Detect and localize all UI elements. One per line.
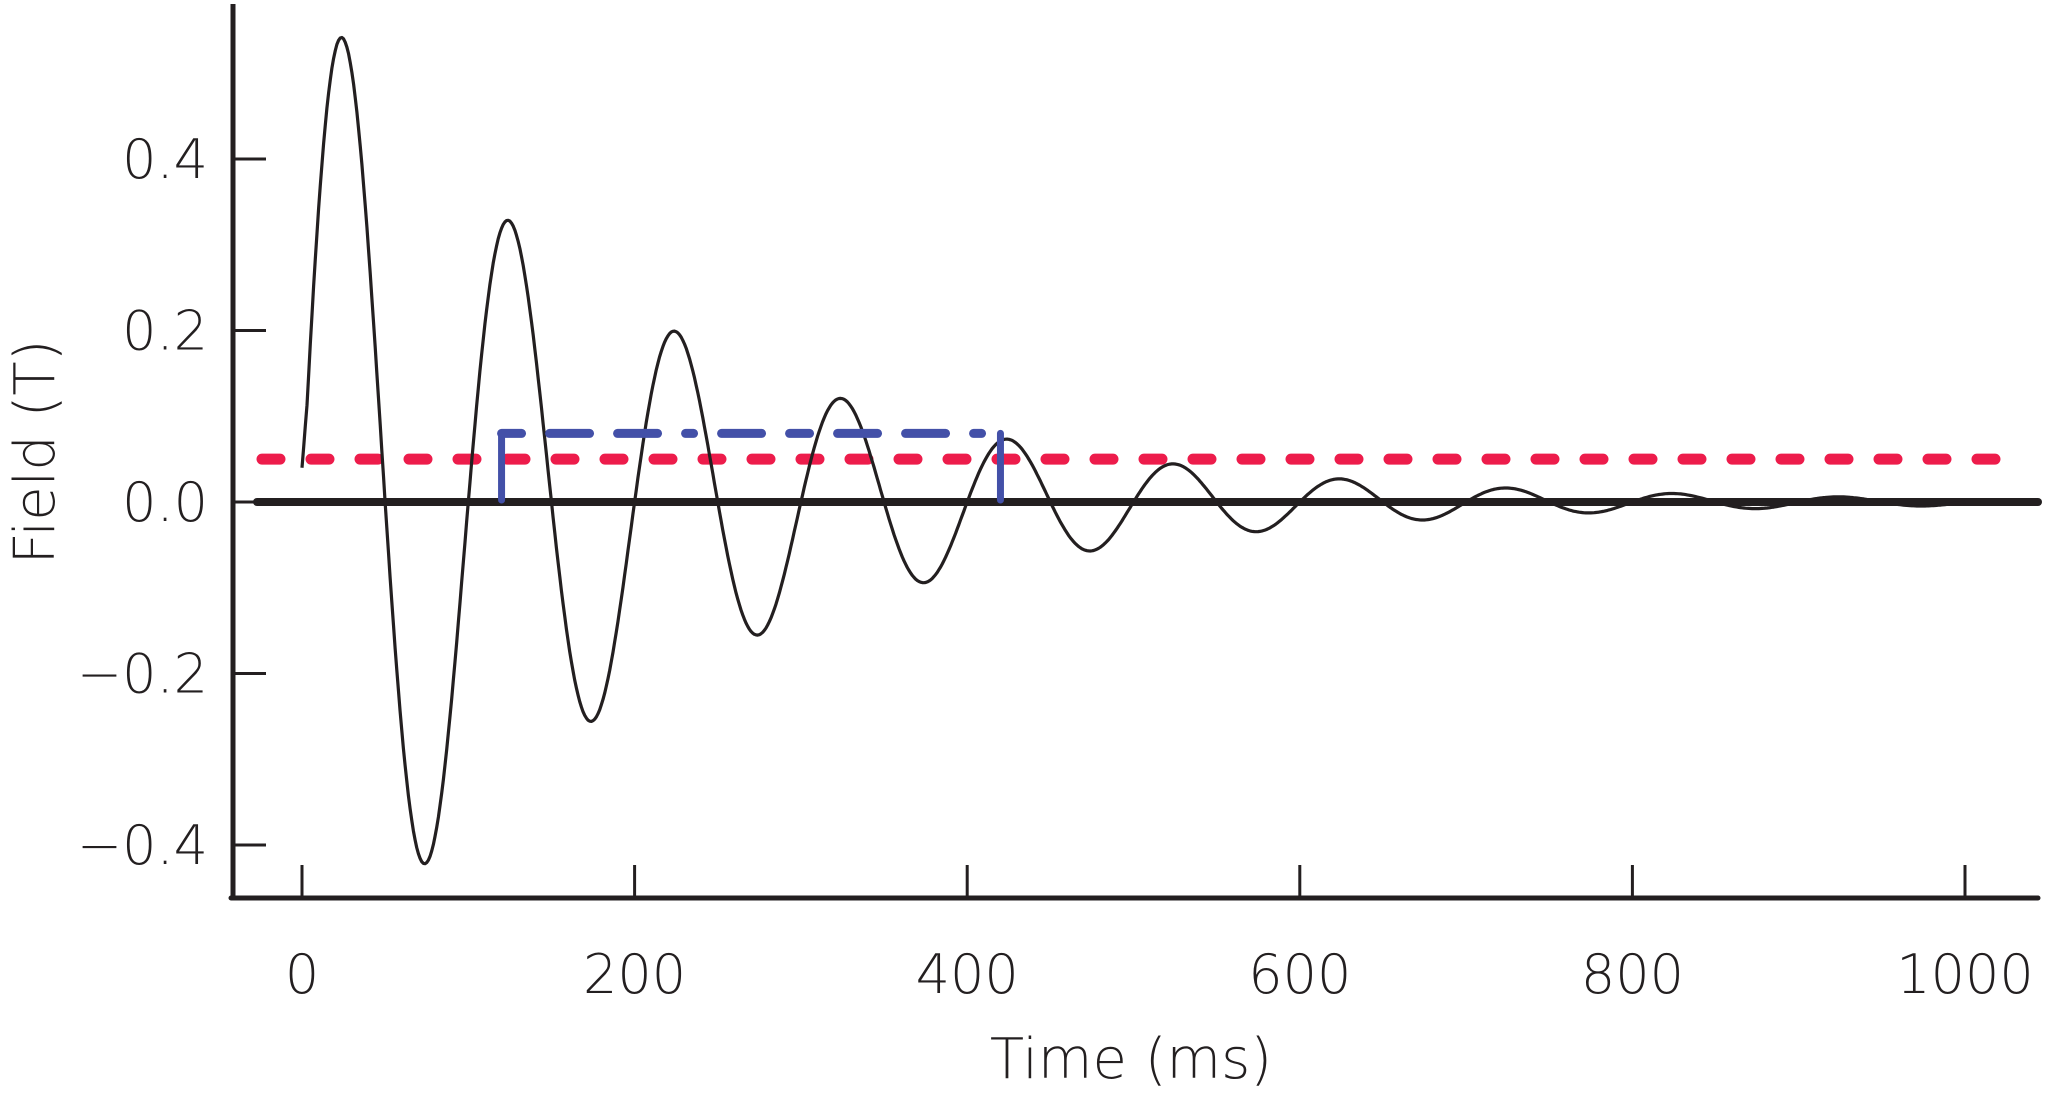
- y-axis: [230, 4, 266, 900]
- y-tick-label: −0.2: [77, 643, 208, 706]
- x-tick-labels: 0 200 400 600 800 1000: [285, 943, 2034, 1006]
- y-tick-label: 0.0: [122, 471, 208, 534]
- y-tick-label: 0.2: [122, 300, 208, 363]
- y-tick-label: −0.4: [77, 814, 208, 877]
- signal-curve: [300, 35, 1966, 866]
- x-axis: [228, 865, 2041, 901]
- x-tick-label: 1000: [1896, 943, 2033, 1006]
- y-axis-title: Field (T): [3, 340, 68, 565]
- x-tick-label: 200: [583, 943, 686, 1006]
- x-axis-title: Time (ms): [990, 1027, 1272, 1092]
- plot-series: [253, 35, 2042, 866]
- x-tick-label: 800: [1581, 943, 1684, 1006]
- x-tick-label: 400: [916, 943, 1019, 1006]
- x-tick-label: 0: [285, 943, 319, 1006]
- y-tick-labels: −0.4 −0.2 0.0 0.2 0.4: [77, 128, 208, 877]
- y-tick-label: 0.4: [122, 128, 208, 191]
- x-tick-label: 600: [1248, 943, 1351, 1006]
